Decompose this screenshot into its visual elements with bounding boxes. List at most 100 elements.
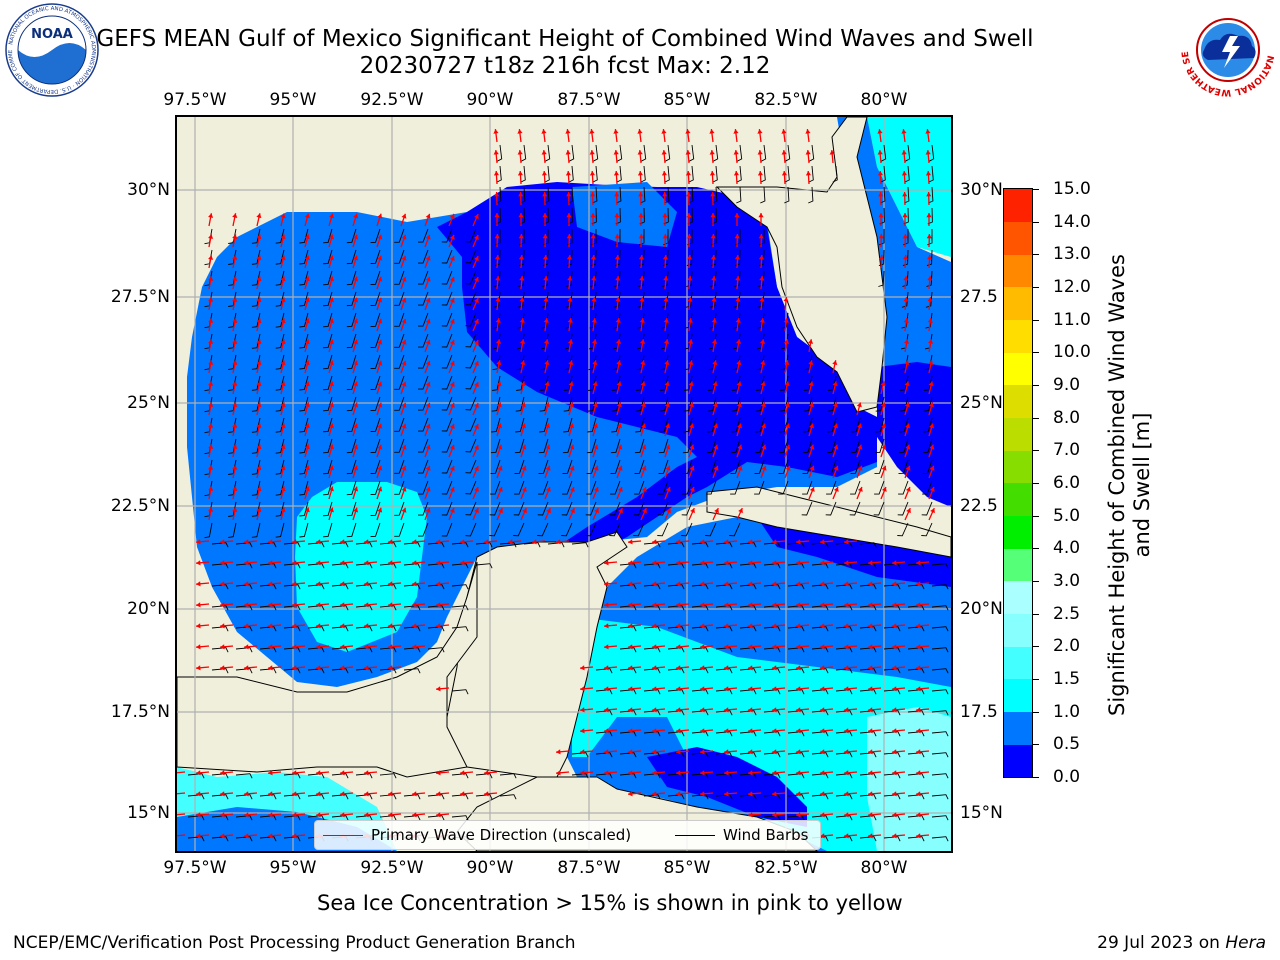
wave-direction-arrowhead	[474, 424, 479, 429]
wave-direction-arrowhead	[615, 276, 621, 281]
wave-direction-arrowhead	[759, 297, 765, 302]
wave-direction-arrowhead	[543, 276, 549, 281]
wind-barb	[754, 438, 765, 454]
wave-direction-arrowhead	[329, 360, 334, 366]
wave-direction-arrowhead	[604, 728, 609, 734]
wind-barb	[835, 794, 853, 800]
wind-barb	[874, 438, 885, 454]
wave-direction-arrowhead	[484, 770, 489, 776]
wave-direction-arrowhead	[916, 623, 921, 629]
wave-direction-arrowhead	[208, 465, 214, 470]
wind-barb	[754, 459, 765, 474]
wind-barb	[883, 794, 901, 800]
wind-barb	[465, 333, 477, 348]
wave-direction-arrowhead	[518, 234, 524, 239]
wind-barb	[441, 480, 453, 495]
wind-barb	[883, 647, 901, 653]
wave-direction-arrowhead	[796, 749, 801, 755]
wind-barb	[811, 815, 829, 821]
wind-barb	[299, 501, 309, 517]
wave-direction-arrowhead	[401, 465, 407, 471]
wind-barb	[493, 291, 501, 308]
wind-barb	[880, 186, 886, 204]
wind-barb	[187, 794, 205, 800]
wind-barb	[638, 270, 645, 287]
wind-barb	[394, 501, 405, 516]
wind-barb	[787, 668, 805, 674]
wave-direction-arrowhead	[474, 214, 479, 219]
wind-barb	[299, 312, 309, 328]
wind-barb	[931, 794, 949, 800]
wind-barb	[275, 354, 285, 370]
wind-barb	[682, 459, 693, 474]
wave-direction-arrow	[177, 834, 186, 837]
wave-direction-arrowhead	[686, 234, 692, 239]
wave-direction-arrowhead	[829, 150, 835, 155]
wave-direction-arrowhead	[833, 444, 839, 450]
wind-barb	[323, 522, 333, 538]
wind-barb	[593, 144, 599, 162]
wave-direction-arrowhead	[642, 508, 647, 514]
wind-barb	[643, 563, 661, 569]
wave-direction-arrowhead	[542, 213, 548, 218]
lat-tick-right: 22.5	[960, 496, 998, 516]
colorbar-tick-label: 0.0	[1053, 767, 1081, 787]
wave-direction-arrowhead	[820, 833, 825, 839]
wind-barb	[907, 836, 925, 842]
wave-direction-arrowhead	[498, 508, 503, 514]
wave-direction-arrowhead	[449, 297, 455, 303]
wind-barb	[441, 417, 453, 432]
wind-barb	[370, 501, 381, 516]
wave-direction-arrowhead	[280, 213, 286, 219]
wave-direction-arrowhead	[676, 623, 681, 629]
wave-direction-arrowhead	[628, 644, 633, 650]
wind-barb	[667, 605, 685, 611]
wind-barb	[640, 186, 646, 204]
wind-barb	[874, 459, 885, 474]
wind-barb	[518, 270, 525, 287]
wave-direction-arrowhead	[280, 234, 286, 240]
wind-barb	[733, 291, 741, 308]
wave-direction-arrowhead	[244, 644, 249, 650]
wind-barb	[518, 249, 525, 267]
wave-direction-arrowhead	[927, 318, 933, 323]
wave-direction-arrowhead	[220, 602, 225, 608]
wind-barb	[715, 542, 733, 548]
wave-direction-arrowhead	[474, 361, 479, 366]
wind-barb	[491, 396, 501, 412]
wave-direction-arrowhead	[364, 623, 369, 629]
lon-tick-bottom: 95°W	[269, 858, 317, 878]
wave-direction-arrowhead	[567, 318, 573, 323]
wind-barb	[804, 375, 813, 391]
wave-direction-arrowhead	[663, 297, 669, 302]
wind-barb	[658, 438, 669, 454]
wave-direction-arrowhead	[268, 644, 273, 650]
colorbar-segment	[1004, 319, 1032, 353]
wind-barb	[538, 459, 549, 474]
lon-tick-bottom: 85°W	[663, 858, 711, 878]
lon-tick-top: 85°W	[663, 90, 711, 110]
wind-barb	[259, 584, 277, 590]
wind-barb	[451, 563, 469, 569]
florida	[715, 117, 888, 413]
wind-barb	[544, 165, 550, 183]
wind-barb	[475, 542, 493, 548]
wave-direction-arrowhead	[484, 539, 489, 545]
wind-barb	[875, 396, 885, 412]
wave-direction-arrowhead	[268, 539, 273, 545]
wave-direction-arrowhead	[639, 318, 645, 323]
wind-barb	[331, 647, 349, 653]
wave-direction-arrowhead	[388, 623, 393, 629]
wave-direction-arrowhead	[857, 423, 862, 429]
wave-direction-arrowhead	[377, 444, 383, 450]
wave-direction-arrowhead	[904, 339, 910, 344]
wave-direction-arrowhead	[304, 339, 310, 345]
wave-direction-arrowhead	[809, 444, 815, 450]
wave-direction-arrowhead	[892, 602, 897, 608]
wave-direction-arrowhead	[844, 686, 849, 692]
wave-direction-arrowhead	[809, 487, 815, 492]
wave-direction-arrowhead	[772, 749, 777, 755]
wind-barb	[441, 228, 453, 243]
wave-direction-arrowhead	[710, 234, 716, 239]
wind-barb	[763, 794, 781, 800]
